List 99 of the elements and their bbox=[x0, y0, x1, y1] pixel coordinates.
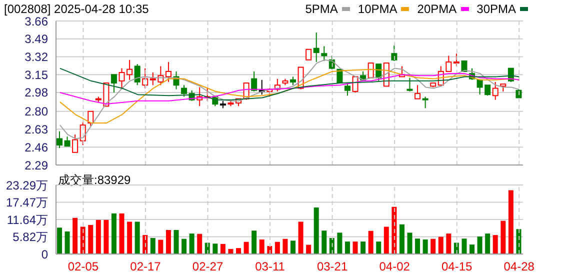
bar bbox=[72, 218, 78, 254]
bar bbox=[422, 239, 428, 254]
bar bbox=[415, 238, 420, 254]
y-tick-label: 2.98 bbox=[24, 86, 48, 100]
candlestick bbox=[88, 110, 94, 127]
bar bbox=[384, 226, 389, 254]
bar bbox=[174, 230, 179, 254]
candlestick bbox=[306, 48, 312, 60]
bar bbox=[314, 207, 319, 254]
y-tick-label: 3.49 bbox=[24, 32, 48, 46]
candlestick bbox=[72, 134, 78, 153]
bar bbox=[64, 231, 70, 254]
bar bbox=[470, 244, 475, 254]
y-tick-label: 17.47万 bbox=[6, 196, 48, 210]
x-tick-label: 03-21 bbox=[316, 260, 348, 274]
chart-title: [002808] 2025-04-28 10:35 bbox=[4, 2, 149, 16]
candlestick bbox=[110, 74, 117, 93]
bar bbox=[399, 224, 404, 254]
candlestick bbox=[344, 82, 350, 96]
legend-label: 30PMA bbox=[476, 2, 516, 16]
bar bbox=[189, 234, 194, 254]
y-tick-label: 0 bbox=[41, 247, 48, 262]
bar bbox=[111, 213, 116, 254]
candlestick bbox=[313, 32, 320, 62]
bar bbox=[274, 242, 280, 254]
bar bbox=[322, 230, 327, 254]
bar bbox=[57, 228, 62, 254]
bar bbox=[166, 230, 171, 254]
y-tick-label: 11.64万 bbox=[6, 212, 48, 227]
candlestick bbox=[368, 62, 374, 78]
candlestick bbox=[414, 84, 421, 100]
bar bbox=[252, 230, 257, 254]
bar bbox=[337, 232, 342, 254]
bar bbox=[446, 234, 452, 254]
bar bbox=[127, 222, 132, 254]
y-tick-label: 2.29 bbox=[24, 158, 48, 172]
bar bbox=[407, 232, 412, 254]
bar bbox=[477, 236, 482, 254]
bar bbox=[438, 236, 444, 254]
bar bbox=[96, 220, 101, 254]
bar bbox=[360, 242, 366, 254]
y-tick-label: 23.29万 bbox=[6, 178, 48, 192]
candlestick bbox=[165, 61, 172, 82]
bar bbox=[158, 240, 164, 254]
legend-label: 10PMA bbox=[358, 2, 398, 16]
bar bbox=[282, 238, 288, 254]
x-tick-label: 03-11 bbox=[255, 260, 286, 274]
y-tick-label: 3.15 bbox=[24, 68, 48, 82]
bar bbox=[259, 239, 264, 254]
x-tick-label: 04-15 bbox=[441, 260, 473, 274]
candlestick bbox=[406, 77, 413, 92]
candlestick bbox=[181, 84, 188, 98]
bar bbox=[104, 220, 109, 254]
x-tick-label: 02-17 bbox=[130, 260, 162, 274]
bar bbox=[150, 238, 156, 254]
y-tick-label: 5.82万 bbox=[12, 230, 48, 244]
y-tick-label: 3.32 bbox=[24, 50, 48, 64]
bar bbox=[298, 222, 304, 254]
x-tick-label: 02-27 bbox=[192, 260, 224, 274]
line-series bbox=[59, 68, 520, 100]
candlestick bbox=[492, 81, 498, 100]
bar bbox=[220, 244, 226, 254]
bar bbox=[197, 234, 202, 254]
bar bbox=[119, 213, 124, 254]
candlestick bbox=[64, 136, 70, 147]
bar bbox=[462, 238, 467, 254]
bar bbox=[244, 242, 249, 254]
legend-label: 20PMA bbox=[417, 2, 457, 16]
bar bbox=[430, 238, 436, 254]
bar bbox=[236, 248, 242, 254]
bar bbox=[306, 244, 312, 254]
bar bbox=[344, 242, 350, 254]
bar bbox=[134, 222, 140, 254]
bar bbox=[376, 242, 382, 254]
legend-label: 5PMA bbox=[305, 2, 338, 16]
y-tick-label: 2.80 bbox=[24, 104, 48, 119]
x-tick-label: 02-05 bbox=[68, 260, 99, 274]
candlestick bbox=[453, 53, 460, 67]
y-tick-label: 2.63 bbox=[24, 122, 48, 137]
bar bbox=[182, 238, 187, 254]
candlestick bbox=[422, 96, 428, 109]
y-tick-label: 2.46 bbox=[24, 140, 48, 154]
bar bbox=[485, 234, 490, 254]
bar bbox=[508, 190, 514, 254]
candlestick bbox=[134, 64, 140, 86]
bar bbox=[368, 230, 374, 254]
candlestick bbox=[56, 130, 62, 149]
y-tick-label: 3.66 bbox=[24, 14, 48, 28]
candlestick bbox=[251, 70, 258, 92]
bar bbox=[500, 220, 506, 254]
line-series bbox=[59, 73, 520, 105]
bar bbox=[212, 244, 218, 254]
candlestick bbox=[321, 46, 328, 62]
bar bbox=[492, 235, 498, 254]
bar bbox=[290, 240, 296, 254]
x-tick-label: 04-02 bbox=[379, 260, 410, 274]
x-tick-label: 04-28 bbox=[504, 260, 535, 274]
bar bbox=[352, 242, 358, 254]
bar bbox=[88, 224, 94, 254]
